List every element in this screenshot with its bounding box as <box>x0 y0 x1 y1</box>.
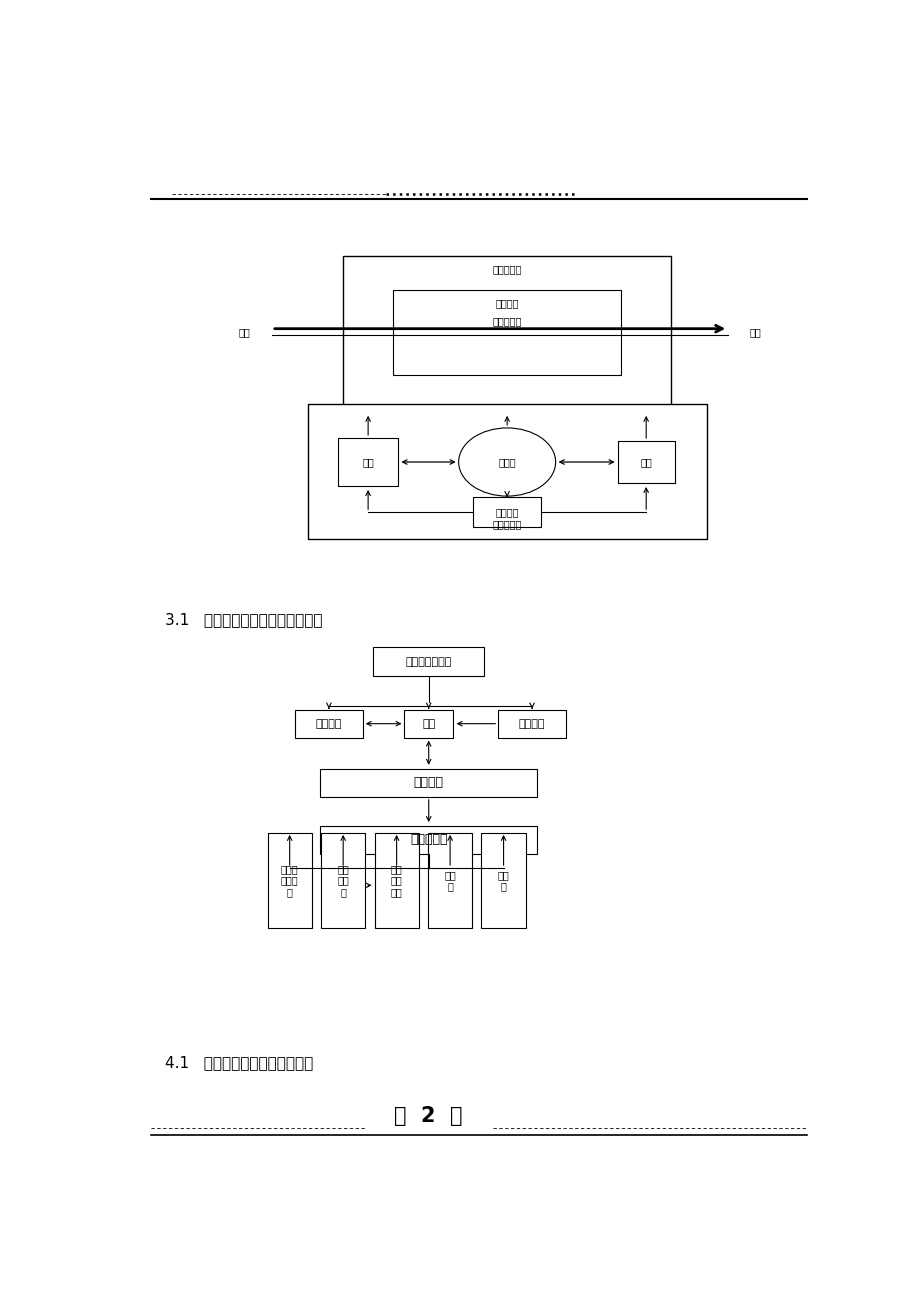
Text: 业主: 业主 <box>422 719 435 729</box>
Bar <box>498 710 565 738</box>
Text: 控制子系统: 控制子系统 <box>492 519 521 529</box>
Text: 输出: 输出 <box>749 327 761 337</box>
Bar <box>392 289 620 375</box>
Bar <box>267 833 312 928</box>
Text: 控制者: 控制者 <box>498 457 516 467</box>
Text: 调节: 调节 <box>362 457 374 467</box>
Text: 分包
商: 分包 商 <box>444 870 456 892</box>
Bar <box>320 825 537 854</box>
Text: 公司总部: 公司总部 <box>414 776 443 789</box>
Bar <box>472 497 540 527</box>
Text: 4.1   工程质量控制体系流程图：: 4.1 工程质量控制体系流程图： <box>165 1056 312 1070</box>
Text: 项目部
相关部
门: 项目部 相关部 门 <box>280 865 298 897</box>
Bar <box>337 437 398 486</box>
Text: 3.1   工程质量保证体系工作流程图: 3.1 工程质量保证体系工作流程图 <box>165 612 322 628</box>
Bar <box>295 710 362 738</box>
Bar <box>481 833 525 928</box>
Ellipse shape <box>459 428 555 496</box>
Text: 项目经理部: 项目经理部 <box>410 833 447 846</box>
Text: 第  2  页: 第 2 页 <box>394 1105 462 1126</box>
Bar <box>617 441 674 483</box>
Text: 供应
商: 供应 商 <box>497 870 509 892</box>
Text: 输入: 输入 <box>238 327 250 337</box>
Text: 目标的实现: 目标的实现 <box>492 316 521 327</box>
Text: 专业
施工
队: 专业 施工 队 <box>337 865 348 897</box>
Bar <box>343 256 671 411</box>
Text: 专业
施工
班组: 专业 施工 班组 <box>391 865 403 897</box>
Text: 受控子系统: 受控子系统 <box>492 264 521 275</box>
Text: 工程进展: 工程进展 <box>494 298 518 309</box>
Text: 信息反馈: 信息反馈 <box>494 508 518 517</box>
Text: 设计单位: 设计单位 <box>315 719 342 729</box>
Bar <box>321 833 365 928</box>
Bar <box>427 833 471 928</box>
Bar <box>404 710 452 738</box>
Text: 行政质量监督站: 行政质量监督站 <box>405 656 451 667</box>
Bar <box>307 404 706 539</box>
Bar <box>373 647 483 676</box>
Bar <box>320 768 537 797</box>
Text: 监理单位: 监理单位 <box>518 719 545 729</box>
Bar <box>374 833 418 928</box>
Text: 监测: 监测 <box>640 457 652 467</box>
